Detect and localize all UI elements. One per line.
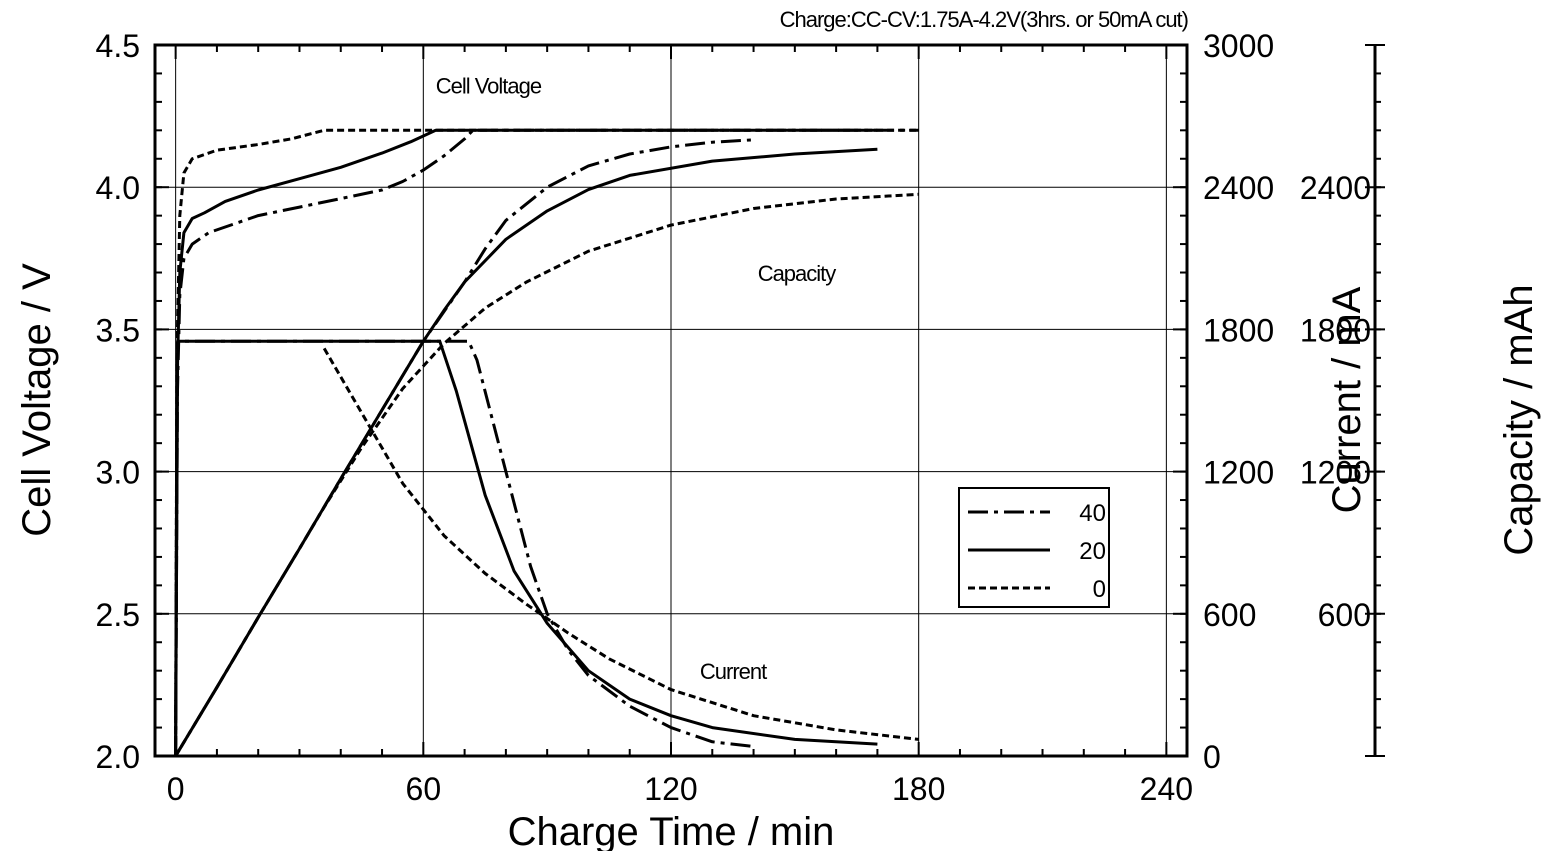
- y-capacity-tick-label: 1800: [1300, 312, 1371, 348]
- legend-label-0: 0: [1093, 576, 1106, 603]
- x-tick-label: 120: [644, 771, 697, 807]
- y-current-tick-label: 3000: [1203, 28, 1274, 64]
- legend-label-20: 20: [1079, 538, 1106, 565]
- annotation-label: Current: [700, 659, 767, 684]
- y-current-tick-label: 1200: [1203, 455, 1274, 491]
- y-left-tick-label: 4.0: [96, 170, 140, 206]
- y-current-tick-label: 0: [1203, 739, 1221, 775]
- y-capacity-tick-label: 600: [1318, 597, 1371, 633]
- annotation-label: Cell Voltage: [436, 73, 542, 98]
- voltage-curve-0: [174, 128, 919, 757]
- x-tick-label: 240: [1140, 771, 1193, 807]
- legend: 40 20 0: [958, 487, 1110, 608]
- curve-annotations: Cell Voltage Capacity Current: [436, 73, 838, 684]
- y-current-tick-label: 600: [1203, 597, 1256, 633]
- chart-subtitle: Charge:CC-CV:1.75A-4.2V(3hrs. or 50mA cu…: [780, 7, 1188, 32]
- voltage-curve-40: [174, 128, 919, 757]
- y-left-tick-label: 2.5: [96, 597, 140, 633]
- capacity-curve-40: [174, 138, 754, 757]
- capacity-curve-0: [174, 192, 919, 757]
- annotation-label: Capacity: [758, 261, 837, 286]
- y-axis-capacity-title: Capacity / mAh: [1497, 284, 1541, 555]
- plot-frame: [153, 43, 1189, 758]
- legend-label-40: 40: [1079, 500, 1106, 527]
- capacity-curve-20: [174, 147, 878, 757]
- data-curves: [174, 128, 919, 757]
- x-tick-label: 180: [892, 771, 945, 807]
- y-capacity-tick-label: 2400: [1300, 170, 1371, 206]
- grid-lines: [155, 44, 1187, 757]
- y-axis-left-title: Cell Voltage / V: [15, 263, 59, 537]
- x-axis-title: Charge Time / min: [508, 810, 835, 851]
- x-tick-label: 0: [167, 771, 185, 807]
- y-axis-current-title: Current / mA: [1325, 286, 1369, 513]
- y-left-tick-label: 4.5: [96, 28, 140, 64]
- current-curve-0: [322, 347, 919, 741]
- y-left-tick-label: 3.0: [96, 455, 140, 491]
- voltage-curve-20: [174, 128, 878, 757]
- y-left-tick-label: 3.5: [96, 312, 140, 348]
- y-left-tick-label: 2.0: [96, 739, 140, 775]
- current-curve-40: [174, 339, 754, 757]
- y-current-tick-label: 2400: [1203, 170, 1274, 206]
- x-tick-label: 60: [406, 771, 442, 807]
- y-current-tick-label: 1800: [1203, 312, 1274, 348]
- axis-ticks: [155, 44, 1385, 757]
- axis-tick-labels: 0 60 120 180 240 2.0 2.5 3.0 3.5 4.0 4.5 0 600 1200 18…: [96, 28, 1371, 807]
- y-capacity-tick-label: 1200: [1300, 455, 1371, 491]
- current-curve-20: [174, 339, 878, 757]
